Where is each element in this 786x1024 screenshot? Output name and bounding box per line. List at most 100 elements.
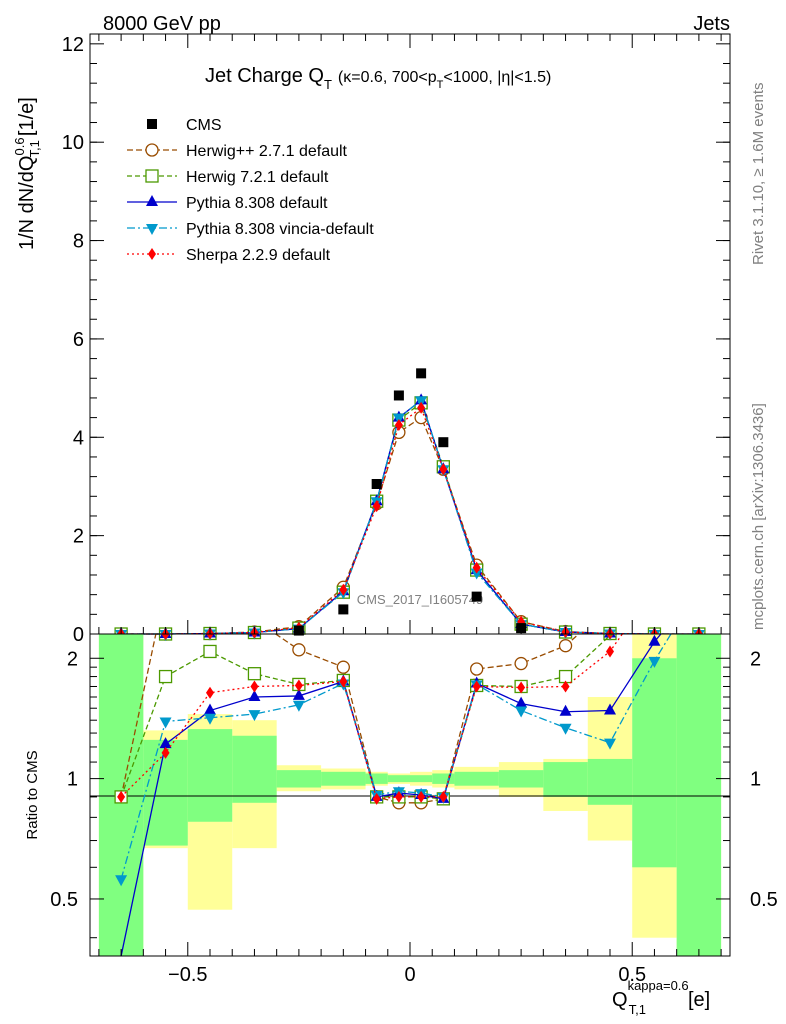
legend-label: Herwig++ 2.7.1 default: [186, 143, 348, 160]
xlabel-sup: kappa=0.6: [628, 978, 689, 993]
ylabel-sup: 0.6: [12, 137, 27, 155]
ratio-marker: [648, 656, 661, 668]
legend-marker: [145, 143, 159, 157]
legend-label: Pythia 8.308 vincia-default: [186, 221, 374, 238]
ratio-marker: [604, 738, 616, 750]
ratio-marker: [161, 746, 170, 759]
ratio-marker: [515, 696, 528, 708]
legend-label: CMS: [186, 117, 222, 134]
y-tick-label: 4: [73, 427, 84, 449]
ratio-marker: [115, 875, 128, 887]
ratio-marker: [558, 639, 573, 653]
ratio-marker: [517, 681, 526, 694]
ratio-band-stat: [587, 758, 633, 805]
series-marker: [472, 561, 481, 574]
legend-marker: [145, 169, 159, 183]
ratio-marker: [417, 790, 426, 803]
ratio-marker: [394, 790, 403, 803]
ratio-panel: [98, 634, 722, 956]
ratio-marker: [336, 660, 350, 674]
x-tick-label: 0: [404, 964, 415, 986]
ratio-tick-label-right: 0.5: [750, 889, 778, 911]
ratio-marker: [515, 706, 528, 718]
ratio-y-axis: 0.5 0.5 1 1 2 2: [50, 648, 778, 939]
header-right: Jets: [693, 13, 730, 35]
data-point: [416, 368, 427, 379]
y-tick-label: 12: [62, 34, 84, 56]
ratio-tick-label: 0.5: [50, 889, 78, 911]
ratio-y-axis-label: Ratio to CMS: [24, 750, 41, 839]
series-marker: [372, 500, 381, 513]
ratio-band-stat: [187, 729, 233, 822]
data-point: [371, 479, 382, 489]
ratio-tick-label-right: 1: [750, 769, 761, 791]
legend-marker: [146, 195, 158, 206]
xlabel-unit: [e]: [688, 989, 710, 1011]
data-point: [393, 390, 404, 401]
ratio-marker: [294, 679, 303, 692]
ratio-tick-label-right: 2: [750, 648, 761, 670]
ratio-band-stat: [454, 771, 499, 786]
ratio-marker: [472, 680, 481, 693]
ratio-marker: [250, 680, 259, 693]
mcplots-text: mcplots.cern.ch [arXiv:1306.3436]: [750, 403, 767, 630]
legend-label: Herwig 7.2.1 default: [186, 169, 329, 186]
ratio-band-stat: [387, 775, 410, 783]
y-tick-label: 10: [62, 132, 84, 154]
ratio-marker: [559, 704, 572, 716]
ratio-marker: [159, 737, 172, 749]
data-point: [338, 604, 349, 615]
title-detail-a: (κ=0.6, 700<p: [338, 69, 437, 86]
ratio-marker: [604, 703, 616, 715]
watermark: CMS_2017_I1605749: [357, 592, 484, 607]
ratio-marker: [203, 644, 217, 659]
ratio-marker: [606, 645, 614, 658]
x-tick-label: −0.5: [168, 964, 207, 986]
ratio-series-layer: [114, 634, 672, 956]
x-axis: −0.5 0 0.5: [98, 34, 722, 986]
series-marker: [417, 401, 426, 414]
y-tick-label: 8: [73, 231, 84, 253]
ratio-marker: [514, 656, 528, 671]
legend: CMS Herwig++ 2.7.1 default Herwig 7.2.1 de…: [127, 117, 374, 264]
legend-marker: [146, 224, 158, 235]
ratio-marker: [648, 634, 661, 646]
ratio-marker: [372, 792, 381, 805]
ratio-marker: [206, 686, 214, 699]
title-sub: T: [324, 77, 332, 92]
ratio-band-stat: [410, 775, 433, 783]
ratio-marker: [339, 675, 348, 688]
header-left: 8000 GeV pp: [103, 13, 221, 35]
chart-title: Jet Charge QT (κ=0.6, 700<pT<1000, |η|<1.…: [205, 65, 551, 92]
ratio-marker: [439, 790, 448, 803]
ratio-marker: [117, 790, 126, 803]
xlabel-sub: T,1: [629, 1002, 646, 1017]
ratio-marker: [204, 713, 216, 725]
rivet-version-text: Rivet 3.1.10, ≥ 1.6M events: [750, 83, 767, 266]
y-tick-label: 0: [73, 624, 84, 646]
ratio-marker: [248, 710, 261, 722]
ratio-marker: [247, 667, 262, 681]
x-tick-label: 0.5: [618, 964, 646, 986]
ratio-band-stat: [365, 773, 388, 784]
ratio-marker: [559, 723, 572, 735]
series-marker: [339, 583, 348, 596]
ratio-band-stat: [276, 770, 322, 788]
ratio-marker: [292, 700, 305, 712]
y-tick-label: 6: [73, 329, 84, 351]
ratio-band-stat: [543, 762, 588, 797]
ratio-marker: [204, 703, 216, 715]
ratio-line: [120, 634, 624, 800]
ylabel-main: 1/N dN/dQ: [16, 156, 38, 250]
legend-label: Sherpa 2.2.9 default: [186, 247, 331, 264]
ratio-line: [120, 634, 662, 956]
ratio-band-stat: [676, 634, 722, 956]
data-point: [438, 437, 449, 448]
title-main: Jet Charge Q: [205, 65, 324, 87]
ratio-marker: [159, 717, 172, 729]
y-axis-label: 1/N dN/dQ0.6T,1 [1/e]: [12, 97, 42, 250]
ratio-band-stat: [321, 771, 366, 786]
ratio-series-clipped: [114, 634, 672, 956]
legend-label: Pythia 8.308 default: [186, 195, 328, 212]
title-detail-b: <1000, |η|<1.5): [443, 69, 551, 86]
